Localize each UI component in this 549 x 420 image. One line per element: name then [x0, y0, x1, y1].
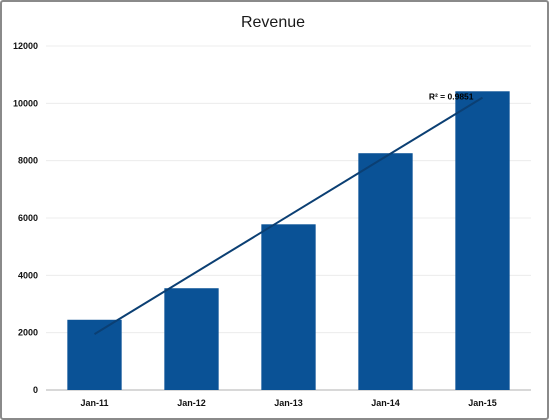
x-tick-label: Jan-13: [274, 398, 303, 408]
x-tick-label: Jan-15: [468, 398, 497, 408]
bar: [358, 153, 413, 390]
chart-title: Revenue: [241, 14, 305, 31]
bars: [67, 91, 510, 390]
bar: [455, 91, 510, 390]
y-tick-label: 12000: [13, 41, 38, 51]
x-tick-label: Jan-14: [371, 398, 400, 408]
y-tick-label: 4000: [18, 270, 38, 280]
gridlines: [46, 45, 531, 334]
y-tick-label: 8000: [18, 156, 38, 166]
trendline: [93, 96, 484, 335]
y-tick-label: 10000: [13, 98, 38, 108]
bar: [164, 288, 219, 390]
x-tick-label: Jan-11: [80, 398, 108, 408]
tick-labels: 0 2000 4000 6000 8000 10000 12000 Jan-11 Jan-12 J…: [13, 41, 497, 408]
x-tick-label: Jan-12: [177, 398, 206, 408]
trendline-group: R² = 0.9851: [93, 92, 484, 335]
bar: [261, 224, 316, 390]
y-tick-label: 2000: [18, 328, 38, 338]
bar: [67, 319, 122, 390]
r-squared-label: R² = 0.9851: [429, 92, 474, 102]
y-tick-label: 6000: [18, 213, 38, 223]
y-tick-label: 0: [33, 385, 38, 395]
